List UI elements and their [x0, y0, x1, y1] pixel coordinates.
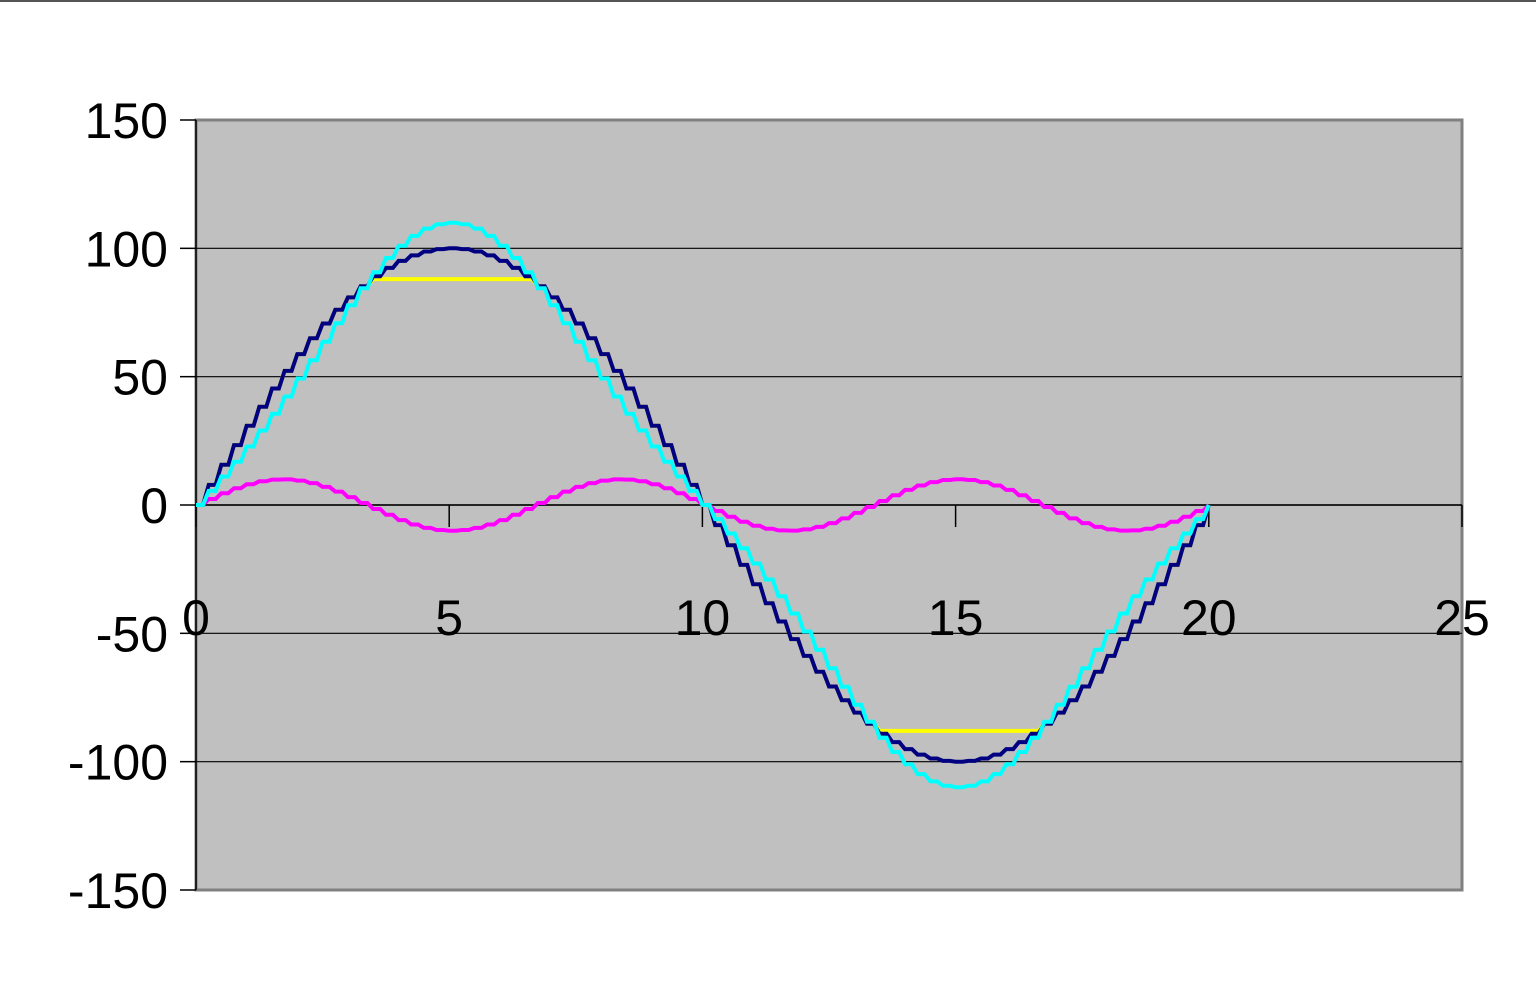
x-tick-label: 0 [182, 590, 210, 646]
y-tick-label: -50 [96, 606, 168, 662]
series-lines [196, 220, 1211, 790]
y-tick-label: 100 [85, 221, 168, 277]
y-tick-label: 150 [85, 93, 168, 149]
y-tick-label: 50 [112, 350, 168, 406]
y-tick-label: 0 [140, 478, 168, 534]
x-tick-label: 25 [1434, 590, 1490, 646]
x-tick-label: 20 [1181, 590, 1237, 646]
gridlines [196, 247, 1462, 763]
top-border [0, 0, 1536, 2]
y-tick-label: -100 [68, 735, 168, 791]
x-tick-label: 5 [435, 590, 463, 646]
x-tick-label: 10 [675, 590, 731, 646]
series-line [196, 220, 1211, 790]
y-tick-label: -150 [68, 863, 168, 919]
x-tick-label: 15 [928, 590, 984, 646]
